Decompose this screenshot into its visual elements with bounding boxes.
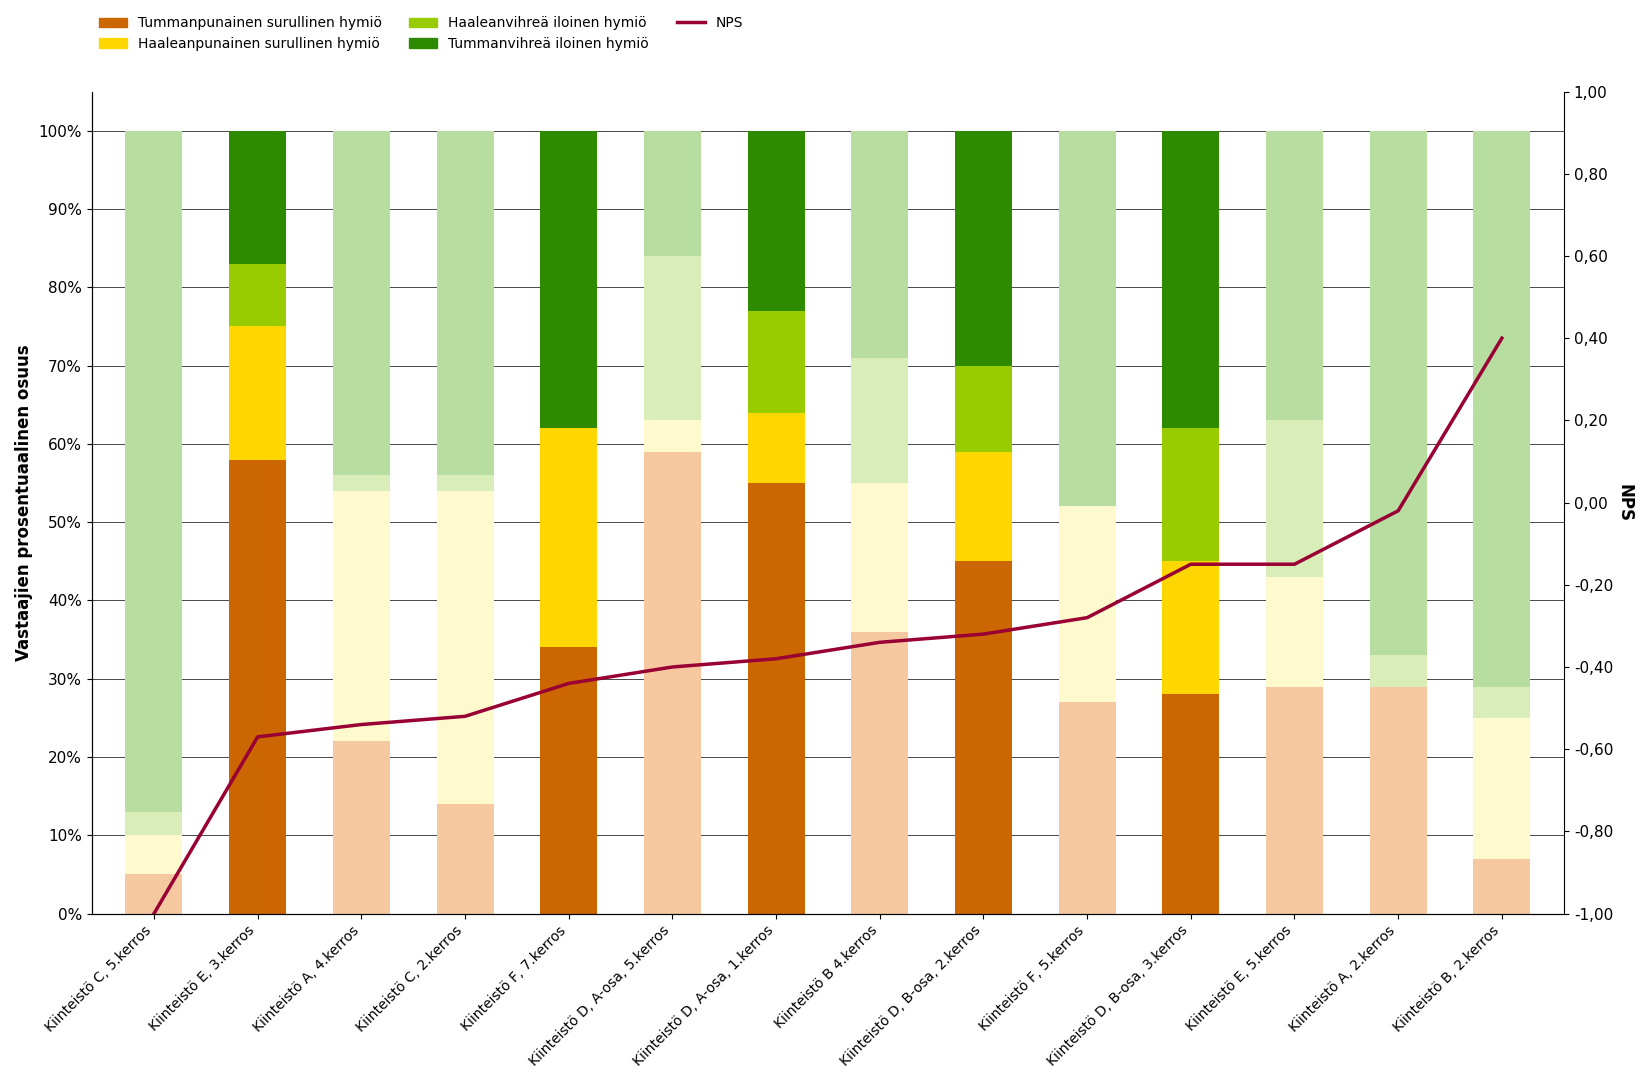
Bar bbox=[1162, 695, 1218, 914]
Bar bbox=[229, 326, 287, 460]
Bar bbox=[850, 632, 908, 914]
Bar bbox=[643, 131, 700, 256]
Bar bbox=[643, 421, 700, 452]
Bar bbox=[229, 263, 287, 326]
Bar bbox=[333, 491, 389, 741]
Bar bbox=[1369, 131, 1426, 655]
Bar bbox=[747, 413, 804, 483]
Bar bbox=[747, 311, 804, 413]
Bar bbox=[125, 131, 183, 812]
Bar bbox=[1472, 718, 1529, 859]
Bar bbox=[850, 483, 908, 632]
Bar bbox=[1162, 562, 1218, 695]
Bar bbox=[1058, 506, 1116, 702]
Bar bbox=[125, 875, 183, 914]
Bar bbox=[125, 812, 183, 836]
Bar bbox=[643, 256, 700, 421]
Bar bbox=[850, 358, 908, 483]
Bar bbox=[850, 131, 908, 358]
Bar bbox=[1472, 686, 1529, 718]
Y-axis label: NPS: NPS bbox=[1615, 483, 1633, 521]
Bar bbox=[1369, 655, 1426, 686]
Bar bbox=[333, 475, 389, 491]
Bar bbox=[1058, 702, 1116, 914]
Bar bbox=[541, 131, 597, 428]
Bar bbox=[954, 365, 1012, 452]
Bar bbox=[541, 428, 597, 647]
Bar bbox=[954, 562, 1012, 914]
Bar bbox=[229, 460, 287, 914]
Bar bbox=[643, 452, 700, 914]
Bar bbox=[437, 475, 493, 491]
Bar bbox=[437, 491, 493, 804]
Bar bbox=[1266, 421, 1322, 577]
Bar bbox=[541, 647, 597, 914]
Bar bbox=[954, 452, 1012, 562]
Bar bbox=[954, 131, 1012, 365]
Bar bbox=[333, 741, 389, 914]
Y-axis label: Vastaajien prosentuaalinen osuus: Vastaajien prosentuaalinen osuus bbox=[15, 345, 33, 661]
Bar bbox=[1162, 131, 1218, 428]
Bar bbox=[1369, 686, 1426, 914]
Legend: Tummanpunainen surullinen hymiö, Haaleanpunainen surullinen hymiö, Haaleanvihreä: Tummanpunainen surullinen hymiö, Haalean… bbox=[99, 16, 743, 51]
Bar bbox=[1266, 577, 1322, 686]
Bar bbox=[747, 483, 804, 914]
Bar bbox=[1266, 131, 1322, 421]
Bar bbox=[747, 131, 804, 311]
Bar bbox=[1058, 131, 1116, 506]
Bar bbox=[125, 836, 183, 875]
Bar bbox=[1266, 686, 1322, 914]
Bar bbox=[1472, 131, 1529, 686]
Bar bbox=[437, 131, 493, 475]
Bar bbox=[333, 131, 389, 475]
Bar bbox=[437, 804, 493, 914]
Bar bbox=[1162, 428, 1218, 562]
Bar bbox=[1472, 859, 1529, 914]
Bar bbox=[229, 131, 287, 263]
